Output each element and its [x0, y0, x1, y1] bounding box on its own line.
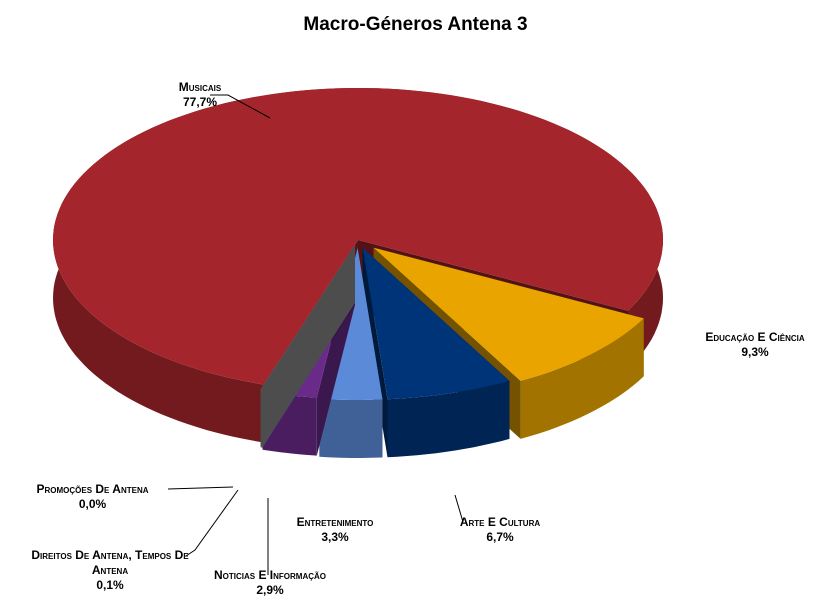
value-label: 6,7%	[486, 530, 514, 544]
category-label: Direitos De Antena, Tempos De Antena	[31, 548, 189, 577]
slice-label: Promoções De Antena 0,0%	[10, 482, 175, 512]
leader-line	[185, 489, 239, 557]
category-label: Arte E Cultura	[459, 515, 541, 529]
slice	[373, 247, 644, 381]
slice-label: Direitos De Antena, Tempos De Antena 0,1%	[30, 548, 190, 593]
slice-label: Noticias E Informação 2,9%	[185, 568, 355, 598]
category-label: Musicais	[178, 80, 222, 94]
category-label: Educação E Ciência	[705, 330, 805, 344]
slice-label: Musicais 77,7%	[150, 80, 250, 110]
category-label: Promoções De Antena	[36, 482, 149, 496]
slice	[362, 247, 510, 400]
leader-line	[210, 94, 271, 119]
value-label: 77,7%	[182, 95, 218, 109]
slice-wall	[387, 380, 510, 458]
category-label: Entretenimento	[296, 515, 374, 529]
value-label: 9,3%	[741, 345, 769, 359]
value-label: 0,1%	[96, 578, 124, 592]
leader-line	[167, 486, 234, 490]
chart-title: Macro-Géneros Antena 3	[303, 14, 528, 35]
slice-wall	[520, 318, 644, 439]
slice-label: Arte E Cultura 6,7%	[440, 515, 560, 545]
value-label: 2,9%	[256, 583, 284, 597]
value-label: 3,3%	[321, 530, 349, 544]
slice-label: Educação E Ciência 9,3%	[670, 330, 831, 360]
value-label: 0,0%	[78, 497, 107, 511]
slice	[53, 88, 663, 385]
slice-side	[260, 244, 355, 448]
slice-label: Entretenimento 3,3%	[275, 515, 395, 545]
category-label: Noticias E Informação	[214, 568, 326, 582]
slice-wall	[319, 398, 383, 458]
leader-line	[454, 494, 464, 523]
